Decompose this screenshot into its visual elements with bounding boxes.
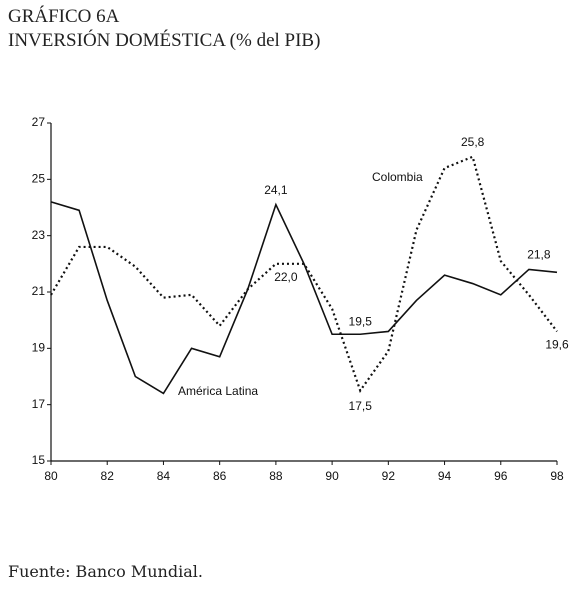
series-label: Colombia <box>372 170 423 184</box>
line-series <box>50 201 558 395</box>
data-label: 22,0 <box>274 270 298 284</box>
data-label: 21,8 <box>527 248 551 262</box>
y-tick-label: 17 <box>32 397 46 411</box>
x-tick-label: 92 <box>382 469 396 483</box>
series-label: América Latina <box>178 384 258 398</box>
data-label: 24,1 <box>264 183 288 197</box>
x-tick-label: 84 <box>157 469 171 483</box>
data-label: 19,6 <box>545 338 569 352</box>
y-tick-label: 27 <box>32 115 46 129</box>
x-tick-label: 96 <box>494 469 508 483</box>
x-tick-label: 86 <box>213 469 227 483</box>
x-tick-label: 88 <box>269 469 283 483</box>
y-tick-label: 25 <box>32 172 46 186</box>
x-tick-label: 90 <box>325 469 339 483</box>
source: Fuente: Banco Mundial. <box>8 562 203 581</box>
chart: 15 17 19 21 23 25 27 80 82 84 86 88 90 92 94 96 98 24,1 19… <box>32 115 569 483</box>
data-label: 17,5 <box>349 399 373 413</box>
y-tick-label: 15 <box>32 453 46 467</box>
x-tick-label: 80 <box>44 469 58 483</box>
chart-title: GRÁFICO 6A <box>8 6 120 27</box>
y-tick-label: 23 <box>32 228 46 242</box>
data-label: 25,8 <box>461 135 485 149</box>
y-tick-label: 21 <box>32 284 46 298</box>
data-label: 19,5 <box>349 314 373 328</box>
x-tick-label: 94 <box>438 469 452 483</box>
x-tick-label: 82 <box>101 469 115 483</box>
y-tick-label: 19 <box>32 341 46 355</box>
x-tick-label: 98 <box>550 469 564 483</box>
chart-subtitle: INVERSIÓN DOMÉSTICA (% del PIB) <box>8 30 321 51</box>
